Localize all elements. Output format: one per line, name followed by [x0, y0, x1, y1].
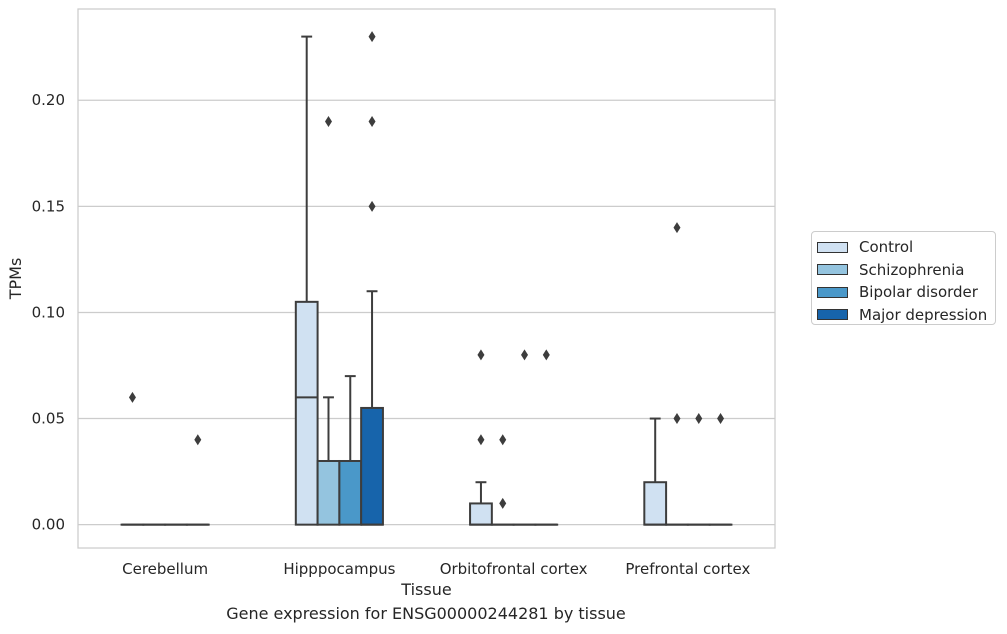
box-major-depression — [185, 434, 210, 526]
x-tick-label: Prefrontal cortex — [625, 560, 750, 578]
box-control — [643, 417, 668, 526]
legend-swatch — [817, 241, 848, 253]
outlier-point — [477, 434, 485, 446]
chart-title: Gene expression for ENSG00000244281 by t… — [226, 604, 626, 623]
outlier-point — [673, 413, 681, 425]
plot-area — [77, 8, 776, 549]
outlier-point — [521, 349, 529, 361]
box-iqr — [316, 459, 341, 526]
box-major-depression — [360, 31, 384, 526]
box-major-depression — [708, 413, 733, 526]
legend-swatch — [817, 286, 848, 298]
y-tick-label: 0.00 — [32, 516, 65, 534]
outlier-point — [717, 413, 725, 425]
outlier-point — [499, 497, 507, 509]
legend-item: Control — [817, 236, 995, 259]
x-tick-label: Hipppocampus — [283, 560, 395, 578]
box-layer — [120, 31, 733, 526]
outlier-point — [695, 413, 703, 425]
outlier-point — [477, 349, 485, 361]
legend-swatch — [817, 264, 848, 276]
legend-item: Bipolar disorder — [817, 281, 995, 304]
box-schizophrenia — [490, 434, 515, 526]
box-iqr — [643, 481, 668, 526]
x-tick-label: Cerebellum — [122, 560, 208, 578]
box-major-depression — [534, 349, 559, 526]
legend-label: Major depression — [859, 305, 988, 324]
y-tick-label: 0.10 — [32, 303, 65, 321]
legend-swatch — [817, 309, 848, 321]
outlier-point — [324, 115, 332, 127]
outlier-point — [542, 349, 550, 361]
legend-item: Schizophrenia — [817, 259, 995, 282]
box-iqr — [469, 502, 493, 526]
box-iqr — [338, 459, 363, 526]
x-axis-ticks: Cerebellum Hipppocampus Orbitofrontal cort… — [122, 560, 750, 578]
outlier-point — [368, 31, 376, 43]
box-iqr — [294, 300, 319, 526]
outlier-point — [368, 200, 376, 212]
legend-label: Control — [859, 238, 914, 257]
x-tick-label: Orbitofrontal cortex — [440, 560, 588, 578]
outlier-point — [499, 434, 507, 446]
y-axis-ticks: 0.00 0.05 0.10 0.15 0.20 — [32, 91, 65, 533]
legend-label: Schizophrenia — [859, 260, 965, 279]
legend-item: Major depression — [817, 304, 995, 327]
x-axis-title: Tissue — [400, 580, 451, 599]
outlier-point — [194, 434, 202, 446]
box-control — [294, 35, 319, 526]
box-schizophrenia — [316, 115, 341, 526]
box-control — [469, 349, 493, 526]
outlier-point — [128, 391, 136, 403]
legend-label: Bipolar disorder — [859, 283, 978, 302]
legend: Control Schizophrenia Bipolar disorder Majo… — [811, 231, 996, 325]
y-tick-label: 0.05 — [32, 410, 65, 428]
y-axis-title: TPMs — [6, 258, 25, 301]
box-iqr — [360, 406, 384, 526]
outlier-point — [368, 115, 376, 127]
outlier-point — [673, 222, 681, 234]
y-tick-label: 0.20 — [32, 91, 65, 109]
y-tick-label: 0.15 — [32, 197, 65, 215]
